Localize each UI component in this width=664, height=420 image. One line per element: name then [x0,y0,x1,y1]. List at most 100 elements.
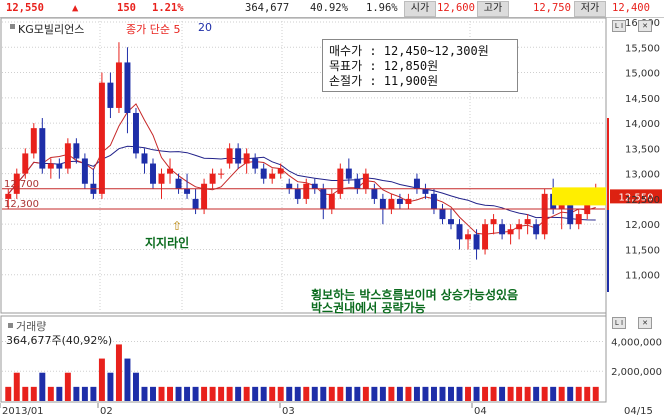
candle-body [286,183,293,189]
volume-bar [167,386,174,401]
volume-bar [584,386,591,401]
volume-bar [141,386,148,401]
candle-body [141,153,148,164]
candles [5,42,599,260]
ma-label: 종가 단순 5 [126,23,181,36]
volume-bar [226,386,233,401]
volume-bar [448,386,454,401]
volume-bar [286,386,293,401]
volume-bar [90,386,97,401]
volume-bar [379,386,386,401]
candle-body [413,178,420,189]
volume-bars [5,344,599,401]
candle-body [465,234,472,240]
volume-bar [456,386,463,401]
candle-body [98,82,105,194]
candle-body [64,143,71,169]
candle-body [396,198,403,204]
volume-bar [422,386,429,401]
candle-body [81,158,88,184]
volume-bar [150,386,156,401]
candle-body [422,188,429,194]
volume-tick: 2,000,000 [611,367,662,378]
candle-body [209,173,216,184]
volume-bar [345,386,352,401]
volume-bar [107,372,114,401]
open-label: 시가 [404,1,436,17]
candle-body [218,173,225,175]
ma-period: 20 [198,21,212,34]
candle-body [39,128,46,169]
open-price: 12,600 [437,2,475,14]
volume-bar [30,386,37,401]
candle-body [482,224,489,250]
volume-bar [73,386,80,401]
volume-close-icon[interactable]: ✕ [638,317,652,329]
volume-bar [482,386,489,401]
volume-bar [490,386,497,401]
price-tick: 12,500 [625,195,660,206]
candle-body [507,229,514,235]
candle-body [516,224,523,230]
volume-bar [39,372,46,401]
candle-body [499,224,506,235]
low-label: 저가 [574,1,606,17]
comment-line-2: 박스권내에서 공략가능 [311,301,426,315]
level-label: 12,300 [4,199,39,210]
volume-bar [354,386,361,401]
candle-body [22,153,29,174]
volume-bar [158,386,165,401]
candle-body [337,168,344,194]
date-axis: 2013/01 02 03 04 04/15 [0,403,653,417]
volume-panel-control[interactable]: L I [612,317,626,329]
volume-bar [47,386,54,401]
volume-bar [337,386,344,401]
candle-body [132,112,139,154]
volume-ratio: 40.92% [310,2,348,14]
volume-bar [235,386,242,401]
candle-body [13,173,20,194]
volume-bar [550,386,557,401]
target-price-line: 목표가 : 12,850원 [329,59,439,73]
volume-bar [311,386,318,401]
volume-bar [260,386,267,401]
support-arrow-icon: ⇧ [172,219,183,233]
volume-axis: 4,000,000 2,000,000 [611,337,662,378]
volume-bar [465,386,472,401]
price-tick: 12,000 [625,220,660,231]
price-axis: 16,00015,50015,00014,50014,00013,50013,0… [625,18,660,282]
candle-body [584,198,591,215]
candle-body [490,219,497,225]
panel-close-icon[interactable]: ✕ [638,20,652,32]
stock-name: KG모빌리언스 [18,23,85,36]
change-percent: 1.21% [152,2,184,14]
turnover-rate: 1.96% [366,2,398,14]
volume-bar [499,386,506,401]
price-change: 150 [117,2,136,14]
candle-body [345,168,352,179]
candle-body [175,178,182,189]
volume-bar [592,386,599,401]
date-tick: 02 [100,406,113,417]
candle-body [277,168,284,174]
candle-body [541,193,548,235]
volume-bar [575,386,582,401]
volume-bar [558,386,565,401]
candle-body [201,183,208,210]
current-price-tag [610,189,662,204]
volume-square-icon [8,323,13,328]
volume-bar [218,386,225,401]
volume-bar [209,386,216,401]
volume-bar [269,386,276,401]
candle-body [158,173,165,184]
price-panel-control[interactable]: L I [612,20,626,32]
volume-bar [533,386,540,401]
volume-bar [56,386,63,401]
volume-bar [439,386,446,401]
volume-bar [243,386,250,401]
candle-body [5,193,12,199]
candle-body [73,143,80,159]
current-price-band [552,187,606,206]
low-price: 12,400 [612,2,650,14]
volume-bar [22,386,29,401]
